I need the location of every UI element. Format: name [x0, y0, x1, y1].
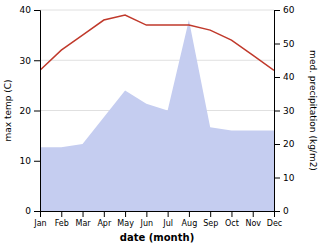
line — [40, 15, 274, 70]
y-axis-title: max temp (C) — [3, 79, 13, 141]
x-tick-mark — [253, 211, 254, 217]
y-tick: 0 — [25, 206, 40, 216]
y2-axis: 0 10 20 30 40 50 60 — [274, 5, 295, 216]
grid-line — [40, 60, 274, 61]
x-tick-label: May — [117, 219, 134, 228]
x-tick-label: Jun — [140, 219, 154, 228]
x-tick-mark — [61, 211, 62, 217]
plot: JanFebMarAprMayJunJulAugSepOctNovDec0102… — [20, 5, 295, 227]
y2-tick-mark — [274, 44, 280, 45]
y2-tick: 20 — [274, 139, 295, 149]
x-axis-line — [41, 212, 275, 218]
y2-tick: 10 — [274, 173, 295, 183]
x-tick: Nov — [245, 211, 261, 228]
area — [40, 20, 274, 211]
y2-axis-title: med. precipitation (kg/m2) — [308, 50, 318, 171]
x-axis: Jan Feb Mar Apr May Jun Jul Aug Sep Oct Nov Dec — [33, 211, 282, 228]
y-tick-mark — [34, 10, 40, 11]
y2-tick-mark — [274, 211, 280, 212]
x-tick-label: Feb — [55, 219, 69, 228]
y2-tick: 0 — [274, 206, 289, 216]
y2-tick-mark — [274, 10, 280, 11]
grid-line — [40, 10, 274, 11]
y2-tick-label: 20 — [283, 139, 295, 149]
y2-tick-label: 0 — [283, 206, 289, 216]
y-tick: 30 — [20, 56, 40, 66]
x-tick-mark — [83, 211, 84, 217]
y-tick: 40 — [20, 5, 40, 15]
x-tick: Dec — [267, 211, 282, 228]
y-tick-label: 20 — [20, 106, 32, 116]
x-tick-mark — [104, 211, 105, 217]
x-tick: Jul — [162, 211, 173, 228]
series-group — [40, 15, 274, 211]
y-axis-line — [34, 11, 41, 212]
y2-tick-mark — [274, 144, 280, 145]
x-tick-mark — [146, 211, 147, 217]
y2-tick: 60 — [274, 5, 295, 15]
y-tick-mark — [34, 161, 40, 162]
y-axis: 0 10 20 30 40 — [20, 5, 41, 216]
x-tick: Apr — [97, 211, 112, 228]
x-tick-label: Sep — [203, 219, 218, 228]
y2-tick: 50 — [274, 39, 295, 49]
x-tick-label: Aug — [182, 219, 198, 228]
grid — [40, 10, 274, 211]
x-tick-label: Oct — [225, 219, 239, 228]
y2-tick: 40 — [274, 72, 295, 82]
y-tick-label: 40 — [20, 5, 32, 15]
y-tick-label: 0 — [25, 206, 31, 216]
x-tick-label: Nov — [245, 219, 261, 228]
y2-tick-label: 60 — [283, 5, 295, 15]
x-tick-label: Jan — [33, 219, 46, 228]
y2-tick-label: 30 — [283, 106, 295, 116]
x-tick-mark — [231, 211, 232, 217]
y2-tick: 30 — [274, 106, 295, 116]
x-tick: Jun — [140, 211, 154, 228]
y-tick-mark — [34, 60, 40, 61]
y2-tick-label: 10 — [283, 173, 295, 183]
y2-tick-label: 40 — [283, 72, 295, 82]
x-tick-mark — [168, 211, 169, 217]
chart: JanFebMarAprMayJunJulAugSepOctNovDec0102… — [0, 0, 318, 247]
y-tick-label: 30 — [20, 56, 32, 66]
x-tick: Oct — [225, 211, 239, 228]
x-tick-mark — [210, 211, 211, 217]
y2-tick-label: 50 — [283, 39, 295, 49]
y-tick-mark — [34, 111, 40, 112]
x-tick-mark — [189, 211, 190, 217]
x-tick: Jan — [33, 211, 46, 228]
x-tick-mark — [125, 211, 126, 217]
x-tick: Feb — [55, 211, 69, 228]
y-tick: 10 — [20, 156, 40, 166]
y2-tick-mark — [274, 77, 280, 78]
x-tick-label: Mar — [75, 219, 91, 228]
y-tick: 20 — [20, 106, 40, 116]
y2-tick-mark — [274, 178, 280, 179]
y2-tick-mark — [274, 111, 280, 112]
x-axis-title: date (month) — [120, 232, 194, 243]
x-tick-label: Apr — [97, 219, 112, 228]
x-tick-label: Jul — [162, 219, 173, 228]
x-tick: May — [117, 211, 134, 228]
y-tick-label: 10 — [20, 156, 32, 166]
y-tick-mark — [34, 211, 40, 212]
x-tick: Mar — [75, 211, 91, 228]
x-tick-label: Dec — [267, 219, 282, 228]
x-tick: Aug — [182, 211, 198, 228]
x-tick: Sep — [203, 211, 218, 228]
y2-axis-line — [275, 11, 281, 212]
